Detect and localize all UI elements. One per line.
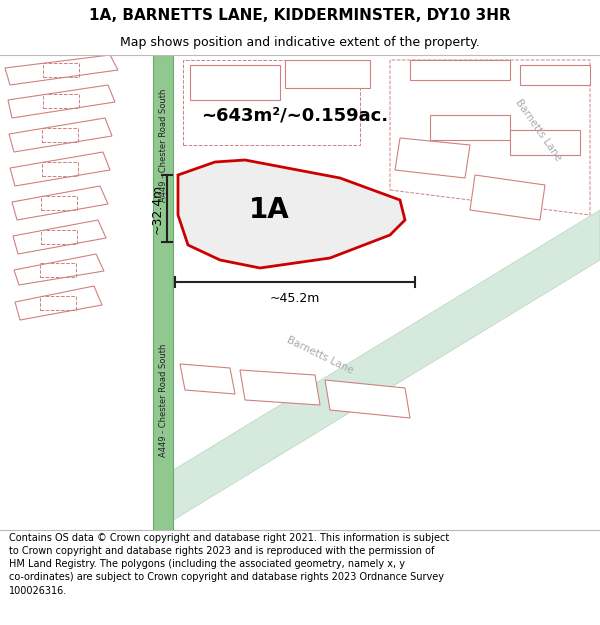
Polygon shape	[325, 380, 410, 418]
Polygon shape	[190, 65, 280, 100]
Polygon shape	[153, 55, 173, 530]
Text: Contains OS data © Crown copyright and database right 2021. This information is : Contains OS data © Crown copyright and d…	[9, 533, 449, 596]
Polygon shape	[285, 60, 370, 88]
Polygon shape	[410, 60, 510, 80]
Polygon shape	[395, 138, 470, 178]
Polygon shape	[8, 85, 115, 118]
Polygon shape	[157, 210, 600, 530]
Polygon shape	[5, 55, 118, 85]
Text: Map shows position and indicative extent of the property.: Map shows position and indicative extent…	[120, 36, 480, 49]
Text: A449 - Chester Road South: A449 - Chester Road South	[158, 88, 167, 202]
Text: ~45.2m: ~45.2m	[270, 291, 320, 304]
Text: 1A, BARNETTS LANE, KIDDERMINSTER, DY10 3HR: 1A, BARNETTS LANE, KIDDERMINSTER, DY10 3…	[89, 8, 511, 23]
Polygon shape	[15, 286, 102, 320]
Polygon shape	[9, 118, 112, 152]
Polygon shape	[180, 364, 235, 394]
Polygon shape	[470, 175, 545, 220]
Polygon shape	[12, 186, 108, 220]
Polygon shape	[520, 65, 590, 85]
Text: ~643m²/~0.159ac.: ~643m²/~0.159ac.	[202, 106, 389, 124]
Polygon shape	[240, 370, 320, 405]
Text: Barnetts Lane: Barnetts Lane	[285, 334, 355, 376]
Polygon shape	[430, 115, 510, 140]
Polygon shape	[10, 152, 110, 186]
Polygon shape	[14, 254, 104, 285]
Polygon shape	[13, 220, 106, 254]
Polygon shape	[510, 130, 580, 155]
Polygon shape	[178, 160, 405, 268]
Text: ~32.4m: ~32.4m	[151, 183, 163, 234]
Text: 1A: 1A	[249, 196, 289, 224]
Text: A449 - Chester Road South: A449 - Chester Road South	[158, 343, 167, 457]
Text: Barnetts Lane: Barnetts Lane	[513, 98, 563, 162]
